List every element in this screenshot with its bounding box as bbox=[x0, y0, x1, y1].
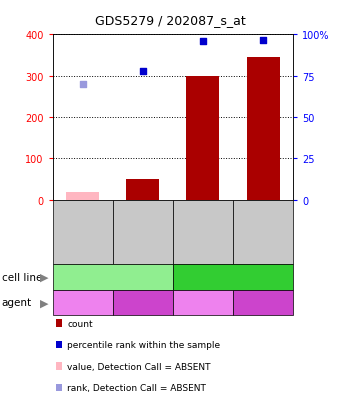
Text: GSM351749: GSM351749 bbox=[258, 209, 268, 256]
Bar bbox=[186, 76, 219, 200]
Text: GSM351748: GSM351748 bbox=[199, 209, 207, 255]
Text: ▶: ▶ bbox=[40, 298, 49, 308]
Text: pristimerin: pristimerin bbox=[238, 298, 288, 307]
Text: agent: agent bbox=[2, 298, 32, 308]
Text: GDS5279 / 202087_s_at: GDS5279 / 202087_s_at bbox=[95, 14, 245, 27]
Text: U266: U266 bbox=[218, 272, 248, 282]
Text: value, Detection Call = ABSENT: value, Detection Call = ABSENT bbox=[67, 362, 211, 371]
Text: DMSO: DMSO bbox=[186, 298, 220, 308]
Point bbox=[200, 39, 206, 45]
Point bbox=[140, 69, 146, 76]
Bar bbox=[246, 58, 279, 200]
Text: ▶: ▶ bbox=[40, 272, 49, 282]
Text: H929: H929 bbox=[98, 272, 128, 282]
Text: rank, Detection Call = ABSENT: rank, Detection Call = ABSENT bbox=[67, 383, 206, 392]
Text: pristimerin: pristimerin bbox=[118, 298, 168, 307]
Text: GSM351746: GSM351746 bbox=[78, 209, 87, 256]
Bar bbox=[66, 192, 99, 200]
Bar bbox=[126, 180, 159, 200]
Text: count: count bbox=[67, 319, 93, 328]
Point bbox=[260, 37, 266, 44]
Text: percentile rank within the sample: percentile rank within the sample bbox=[67, 340, 220, 349]
Text: cell line: cell line bbox=[2, 272, 42, 282]
Text: GSM351747: GSM351747 bbox=[138, 209, 147, 256]
Point bbox=[80, 81, 85, 88]
Text: DMSO: DMSO bbox=[66, 298, 100, 308]
